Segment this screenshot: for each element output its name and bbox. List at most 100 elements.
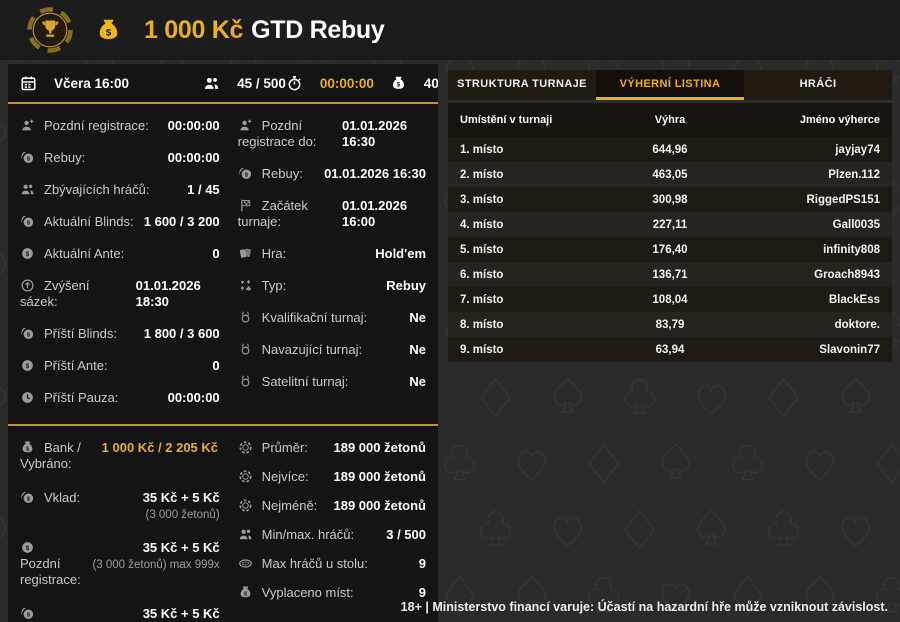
winners-table: Umístění v turnaji Výhra Jméno výherce 1. … xyxy=(448,103,892,362)
info-row-pozdni-registrace: Pozdní registrace: 00:00:00 xyxy=(20,118,220,134)
suits-icon xyxy=(238,278,253,293)
info-row-min-max-hracu: Min/max. hráčů: 3 / 500 xyxy=(238,527,426,543)
cell-winner: Groach8943 xyxy=(814,268,880,281)
clock-icon xyxy=(20,390,35,405)
info-value: 00:00:00 xyxy=(167,150,220,165)
info-value: 0 xyxy=(212,358,220,373)
stopwatch-icon xyxy=(286,75,303,92)
players-icon xyxy=(238,527,253,542)
tab-vyherni-listina[interactable]: VÝHERNÍ LISTINA xyxy=(596,70,744,100)
svg-text:$: $ xyxy=(27,156,31,162)
info-value: 1 / 45 xyxy=(187,182,220,197)
table-row: 2. místo 463,05 Plzen.112 xyxy=(448,162,892,187)
info-label: Příští Pauza: xyxy=(20,390,118,406)
svg-text:$: $ xyxy=(397,82,401,88)
info-label: Pozdní registrace: xyxy=(20,118,149,134)
info-value: 189 000 žetonů xyxy=(333,469,427,484)
info-label: Pozdní registrace do: xyxy=(237,118,317,149)
cell-prize: 83,79 xyxy=(655,318,685,331)
coin-spin-icon: $ xyxy=(20,150,35,165)
coin-spin-icon: $ xyxy=(20,490,35,505)
stat-value: 00:00:00 xyxy=(319,75,374,91)
gambling-disclaimer: 18+ | Ministerstvo financí varuje: Účast… xyxy=(400,600,888,614)
info-label: Nejvíce: xyxy=(238,469,309,485)
stat-value: 45 / 500 xyxy=(237,75,286,91)
info-label: $ Bank / Vybráno: xyxy=(20,440,81,471)
cell-place: 4. místo xyxy=(460,218,504,231)
info-row-rebuy: $ Rebuy: 00:00:00 xyxy=(20,150,220,166)
table-row: 8. místo 83,79 doktore. xyxy=(448,312,892,337)
info-row-nejvice: Nejvíce: 189 000 žetonů xyxy=(238,469,426,485)
info-label: $ Pozdní registrace: xyxy=(20,540,84,588)
money-bag-icon: $ xyxy=(20,440,35,455)
coin-icon: $ xyxy=(20,358,35,373)
app-header: $ 1 000 Kč GTD Rebuy xyxy=(0,0,900,60)
cell-prize: 644,96 xyxy=(652,143,688,156)
cell-winner: RiggedPS151 xyxy=(806,193,881,206)
cell-place: 2. místo xyxy=(460,168,504,181)
cell-prize: 108,04 xyxy=(652,293,688,306)
cell-prize: 63,94 xyxy=(655,343,685,356)
money-bag-icon: $ xyxy=(238,585,253,600)
info-label: Nejméně: xyxy=(238,498,317,514)
table-row: 1. místo 644,96 jayjay74 xyxy=(448,137,892,162)
details-column-2: Pozdní registrace do: 01.01.2026 16:30 $ Re… xyxy=(238,118,426,422)
info-row-max-hracu-u-stolu: Max hráčů u stolu: 9 xyxy=(238,556,426,572)
svg-text:$: $ xyxy=(26,363,30,370)
info-label: $ Příští Blinds: xyxy=(20,326,117,342)
info-label: Hra: xyxy=(238,246,286,262)
info-value: 189 000 žetonů xyxy=(333,440,427,455)
info-label: Max hráčů u stolu: xyxy=(238,556,368,572)
info-label: Satelitní turnaj: xyxy=(238,374,348,390)
info-label: Zbývajících hráčů: xyxy=(20,182,150,198)
info-value: Ne xyxy=(409,310,426,325)
info-value: 0 xyxy=(212,246,220,261)
info-row-pristi-ante: $ Příští Ante: 0 xyxy=(20,358,220,374)
cell-place: 9. místo xyxy=(460,343,504,356)
money-bag-icon: $ xyxy=(95,17,122,44)
svg-text:$: $ xyxy=(27,612,31,618)
medal-icon xyxy=(238,310,253,325)
table-row: 7. místo 108,04 BlackEss xyxy=(448,287,892,312)
tab-hraci[interactable]: HRÁČI xyxy=(744,70,892,100)
info-row-aktualni-ante: $ Aktuální Ante: 0 xyxy=(20,246,220,262)
info-value: 35 Kč + 5 Kč(3 000 žetonů) max 999x xyxy=(142,606,220,621)
stat-value: 40 Kč xyxy=(423,75,438,91)
players-icon xyxy=(203,75,220,92)
chip-icon xyxy=(238,498,253,513)
cell-prize: 136,71 xyxy=(652,268,688,281)
title-tournament-name: GTD Rebuy xyxy=(251,15,385,44)
info-value: Ne xyxy=(409,342,426,357)
info-value-note: (3 000 žetonů) xyxy=(145,509,220,521)
info-label: Zvýšení sázek: xyxy=(20,278,90,309)
cell-place: 3. místo xyxy=(460,193,504,206)
info-value: 01.01.2026 16:00 xyxy=(342,198,408,229)
players-icon xyxy=(20,182,35,197)
info-row-aktualni-blinds: $ Aktuální Blinds: 1 600 / 3 200 xyxy=(20,214,220,230)
info-value: 9 xyxy=(418,585,426,600)
info-label: Typ: xyxy=(238,278,286,294)
chip-icon xyxy=(238,469,253,484)
medal-icon xyxy=(238,374,253,389)
medal-icon xyxy=(238,342,253,357)
info-row-zacatek-turnaje: Začátek turnaje: 01.01.2026 16:00 xyxy=(238,198,426,230)
stat-value: Včera 16:00 xyxy=(54,75,130,91)
info-row-zbyvajicich-hracu: Zbývajících hráčů: 1 / 45 xyxy=(20,182,220,198)
tab-struktura-turnaje[interactable]: STRUKTURA TURNAJE xyxy=(448,70,596,100)
info-row-hra: Hra: Hold'em xyxy=(238,246,426,262)
info-row-vyplaceno-mist: $ Vyplaceno míst: 9 xyxy=(238,585,426,601)
info-row-rebuy: $Rebuy: 35 Kč + 5 Kč(3 000 žetonů) max 99… xyxy=(20,606,220,622)
info-row-pozdni-registrace: $ Pozdní registrace: 35 Kč + 5 Kč (3 000 že… xyxy=(20,540,220,588)
buyin-stack-grid: $ Bank / Vybráno: 1 000 Kč / 2 205 Kč $ Vkla… xyxy=(8,426,438,622)
stat-players: 45 / 500 xyxy=(203,75,286,92)
cell-winner: doktore. xyxy=(834,318,880,331)
table-row: 9. místo 63,94 Slavonin77 xyxy=(448,337,892,362)
poker-table-icon xyxy=(238,556,253,571)
info-value: 1 000 Kč / 2 205 Kč xyxy=(101,440,219,455)
table-row: 3. místo 300,98 RiggedPS151 xyxy=(448,187,892,212)
stack-column: Průměr: 189 000 žetonů Nejvíce: 189 000 žet… xyxy=(238,440,426,622)
info-label: Navazující turnaj: xyxy=(238,342,362,358)
info-row-navazujici-turnaj: Navazující turnaj: Ne xyxy=(238,342,426,358)
chip-icon xyxy=(238,440,253,455)
